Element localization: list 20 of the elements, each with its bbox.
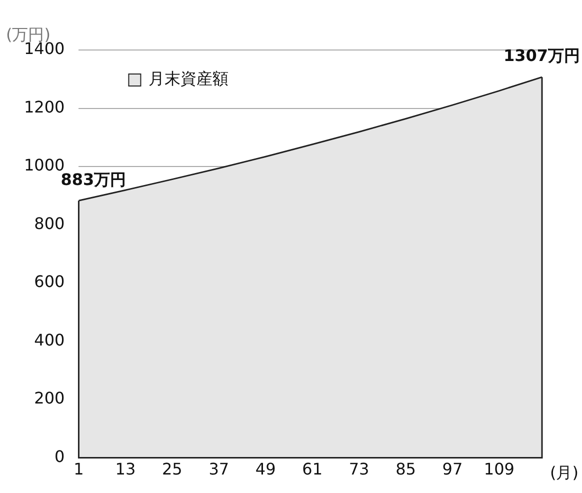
y-tick-label: 0 (54, 446, 65, 466)
x-axis-title: (月) (550, 462, 578, 482)
x-tick-label: 49 (255, 460, 276, 479)
y-tick-label: 600 (34, 272, 65, 292)
x-tick-label: 109 (484, 460, 514, 479)
y-tick-label: 1200 (24, 97, 65, 116)
x-tick-label: 85 (396, 460, 416, 479)
y-tick-label: 400 (34, 330, 65, 350)
x-tick-label: 73 (348, 460, 370, 479)
legend-label: 月末資産額 (148, 69, 229, 88)
y-tick-label: 200 (34, 388, 65, 408)
x-tick-label: 25 (162, 460, 182, 479)
x-tick-label: 97 (442, 460, 463, 479)
annotation: 1307万円 (503, 46, 580, 66)
x-tick-label: 13 (115, 460, 136, 479)
y-tick-label: 800 (34, 214, 65, 233)
x-tick-label: 37 (208, 460, 230, 479)
x-tick-label: 1 (74, 460, 84, 479)
x-tick-label: 61 (302, 460, 322, 479)
annotation: 883万円 (60, 170, 126, 189)
